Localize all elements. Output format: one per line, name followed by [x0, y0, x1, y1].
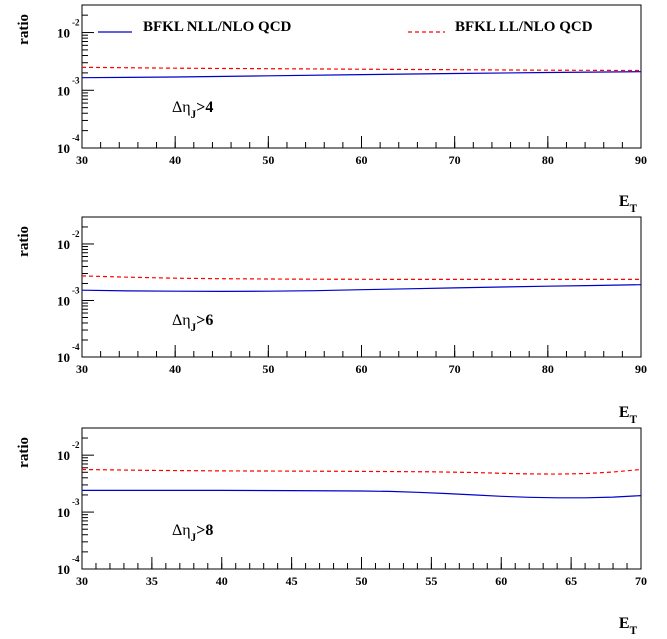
- y-tick-label: 10: [57, 293, 70, 308]
- cut-annotation: ΔηJ>6: [172, 312, 213, 334]
- series-line-nll: [81, 71, 642, 79]
- series-line-nll: [81, 284, 642, 292]
- x-axis-label: ET: [619, 193, 638, 215]
- chart-panel-3: 30 35 40 45 50 55 60 65 7010-410-310-2ratioETΔηJ…: [16, 427, 647, 637]
- x-tick-label: 30: [76, 362, 88, 376]
- x-tick-label: 70: [449, 153, 461, 167]
- y-axis-label: ratio: [16, 437, 32, 468]
- y-tick-label: 10: [57, 26, 70, 41]
- x-axis-label: ET: [619, 615, 638, 637]
- x-tick-label: 30: [76, 574, 88, 588]
- x-tick-label: 90: [635, 153, 647, 167]
- x-tick-label: 40: [169, 153, 181, 167]
- x-tick-label: 50: [356, 574, 368, 588]
- x-tick-label: 45: [286, 574, 298, 588]
- y-tick-exponent: -4: [72, 133, 80, 143]
- chart-panel-1: 30 40 50 60 70 80 9010-410-310-2ratioETΔηJ>4BF…: [16, 4, 647, 215]
- x-tick-label: 35: [146, 574, 158, 588]
- x-axis-label: ET: [619, 404, 638, 426]
- y-tick-exponent: -2: [72, 18, 80, 28]
- y-tick-exponent: -4: [72, 554, 80, 564]
- x-tick-label: 40: [216, 574, 228, 588]
- y-tick-label: 10: [57, 448, 70, 463]
- x-tick-label: 30: [76, 153, 88, 167]
- x-tick-label: 65: [565, 574, 577, 588]
- x-tick-label: 60: [495, 574, 507, 588]
- legend-label: BFKL NLL/NLO QCD: [143, 19, 292, 35]
- x-tick-label: 70: [449, 362, 461, 376]
- y-tick-exponent: -3: [72, 285, 80, 295]
- y-axis-label: ratio: [16, 226, 32, 257]
- y-tick-exponent: -3: [72, 497, 80, 507]
- y-tick-label: 10: [57, 505, 70, 520]
- y-tick-label: 10: [57, 562, 70, 577]
- x-tick-label: 60: [356, 362, 368, 376]
- y-tick-label: 10: [57, 83, 70, 98]
- legend-label: BFKL LL/NLO QCD: [455, 19, 593, 35]
- x-tick-label: 55: [425, 574, 437, 588]
- y-tick-exponent: -3: [72, 75, 80, 85]
- y-tick-label: 10: [57, 350, 70, 365]
- y-axis-label: ratio: [16, 14, 32, 45]
- x-tick-label: 50: [262, 362, 274, 376]
- x-tick-label: 60: [356, 153, 368, 167]
- x-tick-label: 70: [635, 574, 647, 588]
- y-tick-exponent: -2: [72, 440, 80, 450]
- x-tick-label: 40: [169, 362, 181, 376]
- plot-frame: [81, 427, 642, 570]
- x-tick-label: 80: [542, 362, 554, 376]
- x-tick-label: 80: [542, 153, 554, 167]
- y-tick-label: 10: [57, 141, 70, 156]
- x-tick-label: 50: [262, 153, 274, 167]
- series-line-ll: [81, 66, 642, 72]
- series-line-nll: [82, 489, 642, 499]
- plot-frame: [81, 216, 642, 358]
- series-line-ll: [81, 468, 642, 475]
- x-tick-label: 90: [635, 362, 647, 376]
- y-tick-exponent: -2: [72, 229, 80, 239]
- series-line-ll: [81, 275, 641, 280]
- y-tick-label: 10: [57, 237, 70, 252]
- cut-annotation: ΔηJ>8: [172, 522, 213, 544]
- y-tick-exponent: -4: [72, 342, 80, 352]
- cut-annotation: ΔηJ>4: [172, 99, 213, 121]
